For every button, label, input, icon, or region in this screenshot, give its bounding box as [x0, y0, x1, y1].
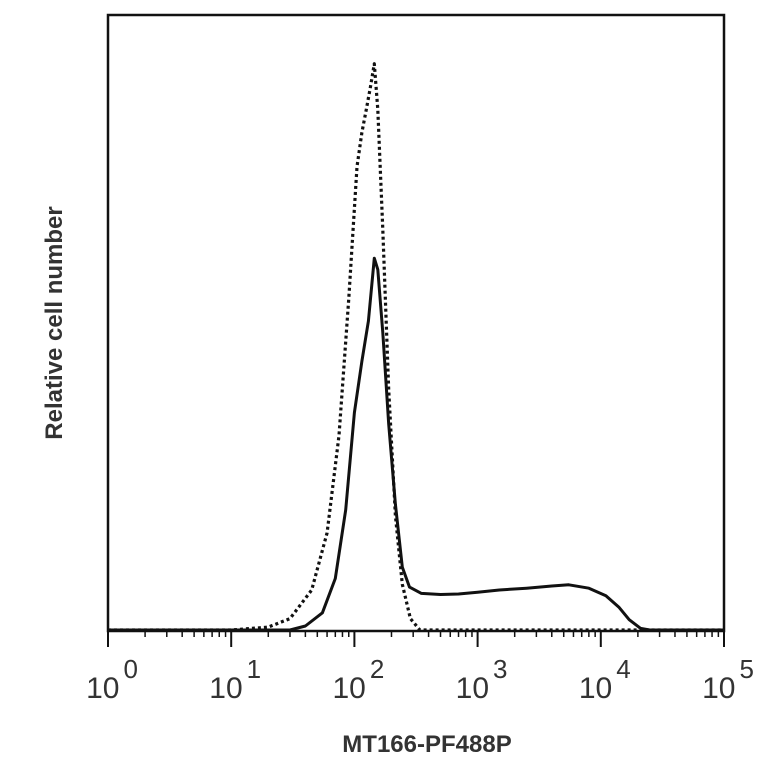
x-tick-label: 105 — [702, 654, 754, 705]
plot-frame — [106, 13, 726, 633]
y-axis-title: Relative cell number — [41, 206, 68, 439]
series-line-solid — [108, 256, 724, 632]
x-tick-label: 100 — [86, 654, 138, 705]
x-axis-title: MT166-PF488P — [342, 731, 511, 758]
x-major-ticks — [107, 631, 725, 647]
x-tick-labels: 100 101 102 103 104 105 — [86, 654, 754, 705]
x-tick-label: 101 — [209, 654, 261, 705]
x-minor-ticks — [144, 631, 720, 637]
x-tick-label: 102 — [332, 654, 384, 705]
x-tick-label: 104 — [579, 654, 631, 705]
series-layer — [108, 62, 724, 632]
x-tick-label: 103 — [456, 654, 508, 705]
series-line-dotted — [108, 62, 724, 632]
